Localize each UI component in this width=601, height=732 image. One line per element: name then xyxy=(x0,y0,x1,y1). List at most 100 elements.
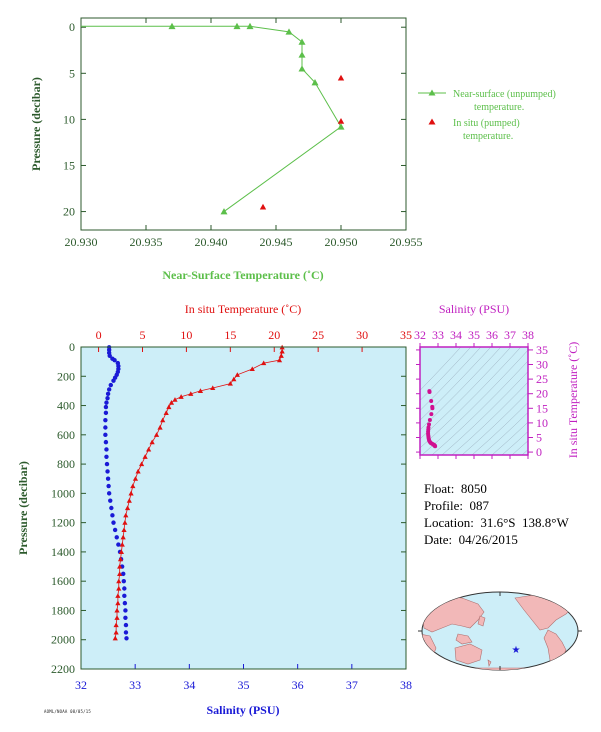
salinity-point xyxy=(121,578,126,584)
in-situ-point xyxy=(337,74,345,81)
salinity-point xyxy=(103,404,109,410)
salinity-point xyxy=(103,410,109,416)
density-contour xyxy=(491,421,528,455)
salinity-tick-label: 32 xyxy=(75,678,87,692)
float-location: Location: 31.6°S 138.8°W xyxy=(424,515,569,530)
x-tick-label: 20.935 xyxy=(130,235,163,249)
salinity-point xyxy=(122,586,127,591)
ts-x-tick-label: 33 xyxy=(432,328,444,342)
ts-x-tick-label: 32 xyxy=(414,328,426,342)
salinity-point xyxy=(112,357,117,363)
temperature-point xyxy=(117,556,124,562)
temperature-point xyxy=(197,388,204,393)
density-contour xyxy=(421,349,528,455)
legend-label-in-situ-2: temperature. xyxy=(463,131,513,142)
temperature-point xyxy=(115,600,121,606)
temperature-tick-label: 30 xyxy=(356,328,368,342)
temperature-point xyxy=(278,353,284,358)
pressure-tick-label: 0 xyxy=(69,340,75,354)
salinity-point xyxy=(123,622,129,628)
density-contour xyxy=(451,381,528,455)
temperature-tick-label: 0 xyxy=(96,328,102,342)
salinity-series xyxy=(103,345,129,641)
near-surface-point xyxy=(246,22,254,30)
salinity-point xyxy=(103,417,108,423)
temperature-point xyxy=(234,372,240,377)
ts-point xyxy=(429,412,434,417)
ts-y-tick-label: 15 xyxy=(536,401,548,415)
pressure-tick-label: 1200 xyxy=(51,516,75,530)
map-ticks xyxy=(418,592,582,670)
profile-plot-frame xyxy=(80,346,407,670)
ts-point xyxy=(427,389,432,394)
salinity-point xyxy=(104,447,109,452)
temperature-point xyxy=(113,622,119,628)
temperature-point xyxy=(157,424,163,430)
temperature-tick-label: 35 xyxy=(400,328,412,342)
pressure-tick-label: 1000 xyxy=(51,486,75,500)
profile-plot-background xyxy=(81,347,406,669)
temperature-point xyxy=(160,417,166,423)
in-situ-point xyxy=(259,203,267,210)
near-surface-point xyxy=(220,208,228,215)
source-stamp: AOML/NOAA 08/05/15 xyxy=(44,709,91,714)
temperature-point xyxy=(122,520,128,525)
in-situ-point xyxy=(337,118,345,124)
ts-y-tick-label: 35 xyxy=(536,343,548,357)
ts-y-tick-label: 10 xyxy=(536,416,548,430)
temperature-point xyxy=(114,615,120,620)
salinity-point xyxy=(111,378,116,383)
profile-y-axis-label: Pressure (decibar) xyxy=(16,461,30,555)
near-surface-x-axis-label: Near-Surface Temperature (˚C) xyxy=(162,268,323,282)
temperature-axis-label: In situ Temperature (˚C) xyxy=(185,302,302,316)
ts-point xyxy=(429,399,434,403)
legend-label-near-surface-1: Near-surface (unpumped) xyxy=(453,89,556,100)
salinity-axis-label: Salinity (PSU) xyxy=(206,703,279,717)
temperature-point xyxy=(123,512,129,518)
near-surface-series xyxy=(81,22,345,215)
ts-point xyxy=(427,417,432,422)
ts-point xyxy=(427,422,431,427)
density-contour xyxy=(471,402,528,455)
temperature-point xyxy=(163,410,169,415)
density-contour xyxy=(420,347,522,449)
temperature-point xyxy=(139,461,145,467)
pressure-tick-label: 2200 xyxy=(51,662,75,676)
temperature-point xyxy=(120,534,126,540)
y-tick-label: 5 xyxy=(69,66,75,80)
density-contour xyxy=(461,392,528,455)
salinity-point xyxy=(105,469,110,474)
x-tick-label: 20.950 xyxy=(325,235,358,249)
ts-y-tick-label: 30 xyxy=(536,358,548,372)
density-contour xyxy=(420,347,512,440)
star-icon: ★ xyxy=(512,645,521,656)
ts-series xyxy=(426,389,438,449)
ts-y-tick-label: 5 xyxy=(536,430,542,444)
x-tick-label: 20.945 xyxy=(260,235,293,249)
ts-x-tick-label: 36 xyxy=(486,328,498,342)
y-tick-label: 0 xyxy=(69,20,75,34)
salinity-point xyxy=(104,454,109,459)
temperature-point xyxy=(142,454,148,459)
temperature-point xyxy=(279,348,285,354)
near-surface-axes: 20.930 20.935 20.940 20.945 20.950 20.955 0 5 10… xyxy=(63,18,423,249)
temperature-point xyxy=(227,380,233,386)
density-contour xyxy=(521,449,528,455)
salinity-point xyxy=(106,491,112,496)
temperature-point xyxy=(231,376,237,382)
salinity-point xyxy=(122,600,128,606)
temperature-point xyxy=(188,391,194,396)
temperature-point xyxy=(178,394,184,399)
pressure-tick-label: 800 xyxy=(57,457,75,471)
salinity-point xyxy=(106,483,111,489)
temperature-point xyxy=(124,505,131,511)
legend-marker-in-situ xyxy=(428,118,436,125)
near-surface-point xyxy=(337,123,345,130)
salinity-point xyxy=(105,476,111,481)
pressure-tick-label: 600 xyxy=(57,428,75,442)
near-surface-point xyxy=(233,22,241,30)
salinity-point xyxy=(103,432,108,438)
pressure-tick-label: 200 xyxy=(57,369,75,383)
density-contour xyxy=(520,337,601,465)
